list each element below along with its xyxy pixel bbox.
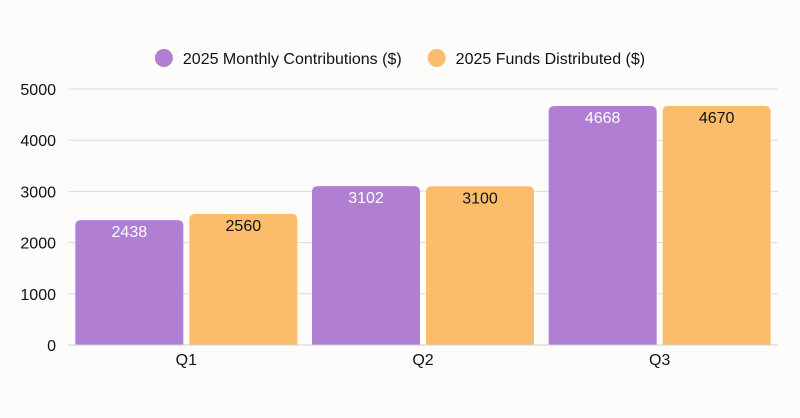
y-tick-label: 1000 <box>20 287 56 304</box>
bar-q3-series-2 <box>662 105 771 346</box>
legend-marker-1 <box>154 49 173 67</box>
legend: 2025 Monthly Contributions ($) 2025 Funds… <box>154 49 645 68</box>
data-label: 3100 <box>462 190 498 207</box>
x-tick-label-q2: Q2 <box>412 352 433 369</box>
y-tick-label: 5000 <box>20 82 56 99</box>
bar-q1-series-1 <box>75 220 184 345</box>
bar-q2-series-2 <box>426 186 534 345</box>
legend-label-2: 2025 Funds Distributed ($) <box>456 51 645 68</box>
legend-marker-2 <box>427 49 446 67</box>
data-label: 2560 <box>226 218 262 235</box>
y-tick-label: 2000 <box>20 236 56 253</box>
y-axis: 0 1000 2000 3000 4000 5000 <box>20 82 56 355</box>
bar-q2-series-1 <box>312 186 420 345</box>
x-tick-label-q3: Q3 <box>649 352 670 369</box>
x-axis: Q1 Q2 Q3 <box>68 344 778 369</box>
bars: 2438 2560 3102 3100 4668 4670 <box>75 105 771 346</box>
data-label: 3102 <box>348 190 384 207</box>
gridlines <box>68 88 778 295</box>
y-tick-label: 3000 <box>20 184 56 201</box>
y-tick-label: 4000 <box>20 133 56 150</box>
data-label: 2438 <box>112 224 148 241</box>
data-label: 4670 <box>699 110 735 127</box>
y-tick-label: 0 <box>47 338 56 355</box>
bar-q3-series-1 <box>548 105 657 345</box>
legend-label-1: 2025 Monthly Contributions ($) <box>183 51 402 68</box>
bar-q1-series-2 <box>189 213 298 345</box>
data-label: 4668 <box>585 110 621 127</box>
x-tick-label-q1: Q1 <box>176 352 197 369</box>
